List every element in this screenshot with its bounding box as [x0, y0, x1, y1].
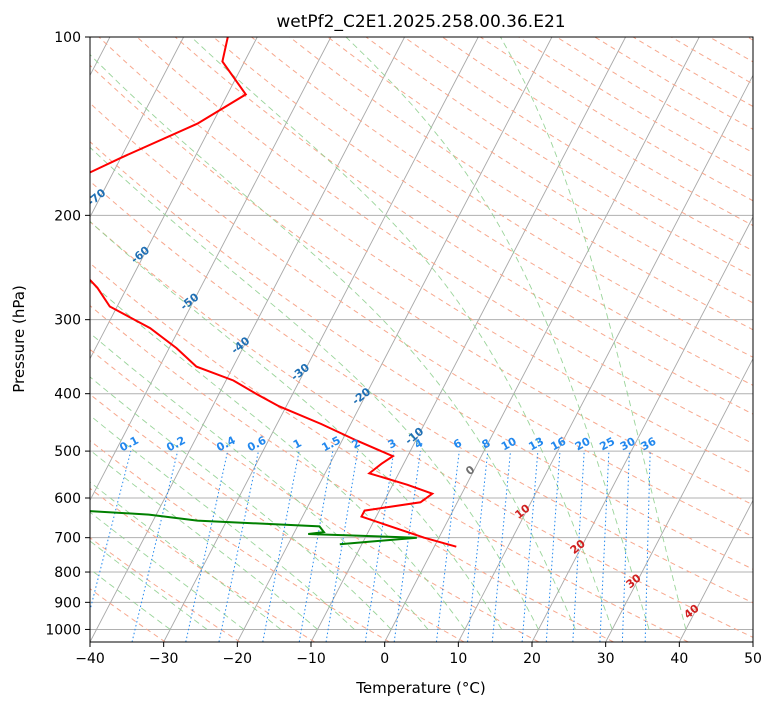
dry-adiabat-line — [90, 440, 390, 642]
x-tick-label: 50 — [744, 651, 762, 667]
profile-line — [90, 510, 417, 546]
mixing-ratio-line — [90, 450, 132, 613]
x-tick-label: −10 — [296, 651, 326, 667]
moist-adiabat-line — [90, 220, 503, 630]
dry-adiabat-line — [174, 37, 753, 415]
x-tick-label: −40 — [75, 651, 105, 667]
mixing-ratio-line — [393, 451, 421, 642]
y-tick-label: 400 — [54, 387, 81, 403]
x-tick-label: 20 — [523, 651, 541, 667]
y-tick-label: 700 — [54, 531, 81, 547]
isotherm-line — [90, 37, 258, 360]
dry-adiabat-line — [90, 180, 753, 604]
dry-adiabat-line — [289, 37, 753, 331]
mixing-ratio-line — [262, 451, 300, 642]
dry-adiabat-line — [90, 262, 689, 642]
mixing-ratio-line — [218, 451, 259, 642]
isotherm-line — [310, 37, 626, 642]
mixing-ratio-label: 36 — [639, 435, 659, 454]
plot-frame — [89, 36, 754, 643]
isotherm-line — [90, 37, 405, 642]
isotherm-line — [605, 357, 753, 642]
moist-adiabat-line — [90, 449, 318, 630]
moist-adiabat-line — [90, 414, 355, 630]
moist-adiabat-line — [90, 376, 392, 630]
moist-adiabat-line — [345, 37, 650, 630]
dry-adiabat-line — [90, 588, 166, 642]
x-axis-label: Temperature (°C) — [355, 679, 485, 697]
isotherm-line — [457, 74, 753, 642]
mixing-ratio-label: 13 — [526, 435, 546, 454]
dry-adiabat-line — [90, 304, 614, 642]
x-tick-label: 30 — [597, 651, 615, 667]
mixing-ratio-line — [131, 450, 179, 642]
x-tick-label: −20 — [223, 651, 253, 667]
x-tick-label: 10 — [449, 651, 467, 667]
y-tick-label: 300 — [54, 313, 81, 329]
isotherm-line — [90, 37, 184, 218]
profile-line — [90, 37, 457, 548]
mixing-ratio-label: 25 — [597, 435, 617, 454]
mixing-ratio-label: 16 — [549, 435, 569, 454]
mixing-ratio-line — [185, 450, 229, 642]
moist-adiabat-line — [190, 37, 613, 630]
dry-adiabat-line — [98, 37, 753, 475]
y-tick-label: 500 — [54, 444, 81, 460]
x-tick-label: 0 — [380, 651, 389, 667]
moist-adiabat-line — [90, 53, 576, 630]
isotherm-line — [236, 37, 553, 642]
y-tick-label: 800 — [54, 565, 81, 581]
moist-adiabat-line — [500, 37, 687, 630]
dry-adiabat-line — [251, 37, 753, 358]
y-tick-label: 100 — [54, 30, 81, 46]
x-tick-label: −30 — [149, 651, 179, 667]
isotherm-line — [678, 499, 753, 642]
mixing-ratio-line — [364, 451, 395, 642]
mixing-ratio-label: 10 — [499, 435, 519, 454]
dry-adiabat-line — [212, 37, 753, 386]
chart-title: wetPf2_C2E1.2025.258.00.36.E21 — [276, 12, 565, 32]
y-tick-label: 200 — [54, 208, 81, 224]
dry-adiabat-line — [90, 537, 241, 642]
x-tick-label: 40 — [670, 651, 688, 667]
dry-adiabat-line — [90, 221, 753, 638]
mixing-ratio-label: 20 — [573, 435, 593, 454]
y-axis-label: Pressure (hPa) — [10, 285, 28, 393]
dry-adiabat-line — [327, 37, 753, 304]
mixing-ratio-line — [435, 451, 460, 642]
dry-adiabat-line — [90, 393, 465, 642]
y-tick-label: 900 — [54, 595, 81, 611]
mixing-ratio-line — [325, 451, 359, 642]
moist-adiabat-line — [90, 146, 539, 630]
y-tick-label: 1000 — [45, 622, 81, 638]
mixing-ratio-line — [298, 451, 334, 642]
mixing-ratio-label: 30 — [618, 435, 638, 454]
y-tick-label: 600 — [54, 491, 81, 507]
moist-adiabat-line — [90, 332, 429, 630]
isotherm-line — [90, 37, 332, 502]
moist-adiabat-line — [90, 281, 466, 630]
isotherm-line — [163, 37, 479, 642]
dry-adiabat-line — [90, 102, 753, 538]
isotherm-line — [531, 216, 753, 642]
